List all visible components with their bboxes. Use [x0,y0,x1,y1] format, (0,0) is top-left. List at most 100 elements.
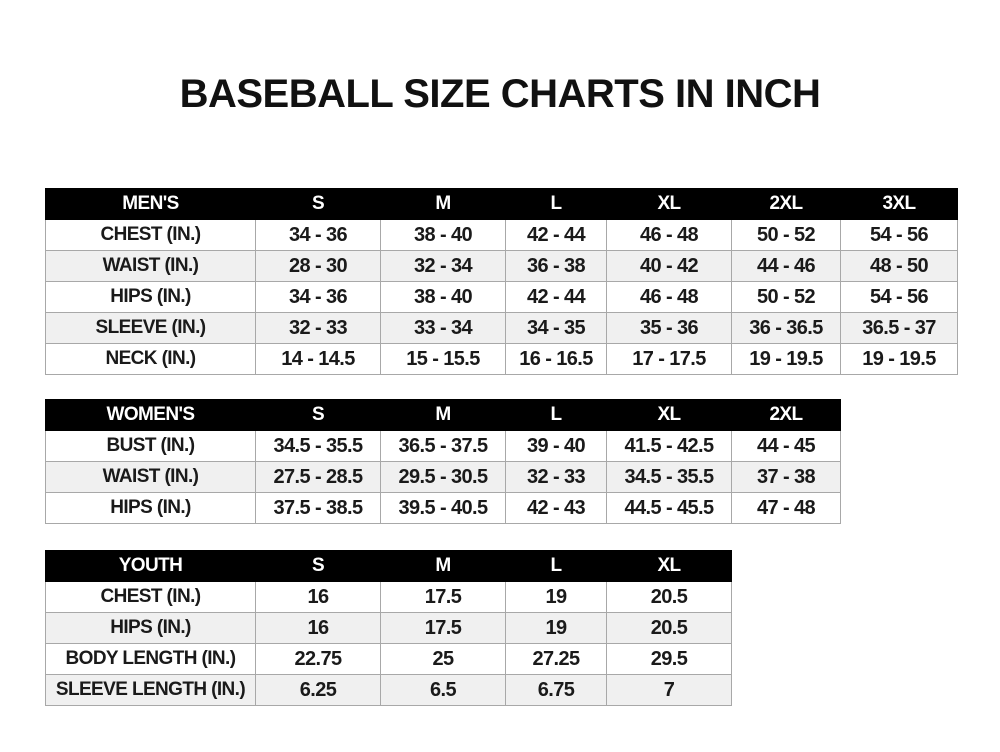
size-value: 36.5 - 37.5 [380,430,506,462]
table-row: HIPS (IN.) 16 17.5 19 20.5 [45,612,732,644]
table-row: NECK (IN.) 14 - 14.5 15 - 15.5 16 - 16.5 17 … [45,343,958,375]
size-value: 48 - 50 [840,250,958,282]
size-value: 34.5 - 35.5 [255,430,381,462]
size-value: 28 - 30 [255,250,381,282]
size-value: 36 - 38 [505,250,607,282]
size-value: 39.5 - 40.5 [380,492,506,524]
size-value: 14 - 14.5 [255,343,381,375]
table-row: BUST (IN.) 34.5 - 35.5 36.5 - 37.5 39 - 40 4… [45,430,841,462]
size-value: 27.25 [505,643,607,675]
size-header: 2XL [731,399,841,431]
size-value: 17 - 17.5 [606,343,732,375]
size-value: 42 - 43 [505,492,607,524]
size-value: 19 - 19.5 [731,343,841,375]
size-value: 32 - 33 [255,312,381,344]
table-row: BODY LENGTH (IN.) 22.75 25 27.25 29.5 [45,643,732,675]
size-value: 19 [505,612,607,644]
size-value: 40 - 42 [606,250,732,282]
size-value: 34 - 35 [505,312,607,344]
size-value: 6.75 [505,674,607,706]
size-value: 34.5 - 35.5 [606,461,732,493]
size-value: 54 - 56 [840,219,958,251]
size-header: M [380,399,506,431]
size-value: 25 [380,643,506,675]
size-value: 35 - 36 [606,312,732,344]
size-header: M [380,550,506,582]
size-value: 44 - 46 [731,250,841,282]
size-value: 27.5 - 28.5 [255,461,381,493]
table-row: HIPS (IN.) 34 - 36 38 - 40 42 - 44 46 - 48 50… [45,281,958,313]
category-header: MEN'S [45,188,256,220]
size-value: 34 - 36 [255,219,381,251]
size-header: L [505,188,607,220]
size-header: S [255,550,381,582]
size-value: 16 [255,581,381,613]
measurement-label: SLEEVE (IN.) [45,312,256,344]
size-value: 19 - 19.5 [840,343,958,375]
size-value: 38 - 40 [380,281,506,313]
size-value: 36 - 36.5 [731,312,841,344]
mens-size-table: MEN'S S M L XL 2XL 3XL CHEST (IN.) 34 - 36 38 - 4… [45,188,958,375]
header-row: WOMEN'S S M L XL 2XL [45,399,841,431]
size-value: 46 - 48 [606,281,732,313]
table-row: HIPS (IN.) 37.5 - 38.5 39.5 - 40.5 42 - 43 4… [45,492,841,524]
size-value: 20.5 [606,612,732,644]
size-header: S [255,399,381,431]
measurement-label: BODY LENGTH (IN.) [45,643,256,675]
size-value: 22.75 [255,643,381,675]
table-row: WAIST (IN.) 27.5 - 28.5 29.5 - 30.5 32 - 33… [45,461,841,493]
table-row: CHEST (IN.) 16 17.5 19 20.5 [45,581,732,613]
header-row: YOUTH S M L XL [45,550,732,582]
measurement-label: NECK (IN.) [45,343,256,375]
size-value: 50 - 52 [731,219,841,251]
size-value: 19 [505,581,607,613]
page-title: BASEBALL SIZE CHARTS IN INCH [179,72,821,116]
size-value: 32 - 34 [380,250,506,282]
size-header: L [505,399,607,431]
size-value: 37 - 38 [731,461,841,493]
size-header: 2XL [731,188,841,220]
table-row: CHEST (IN.) 34 - 36 38 - 40 42 - 44 46 - 48 5… [45,219,958,251]
measurement-label: HIPS (IN.) [45,612,256,644]
size-value: 42 - 44 [505,281,607,313]
size-value: 44 - 45 [731,430,841,462]
size-value: 44.5 - 45.5 [606,492,732,524]
size-value: 36.5 - 37 [840,312,958,344]
measurement-label: CHEST (IN.) [45,581,256,613]
size-value: 39 - 40 [505,430,607,462]
size-value: 50 - 52 [731,281,841,313]
size-header: 3XL [840,188,958,220]
measurement-label: WAIST (IN.) [45,461,256,493]
size-value: 6.25 [255,674,381,706]
table-row: SLEEVE LENGTH (IN.) 6.25 6.5 6.75 7 [45,674,732,706]
size-header: XL [606,399,732,431]
size-value: 38 - 40 [380,219,506,251]
table-row: SLEEVE (IN.) 32 - 33 33 - 34 34 - 35 35 - 36… [45,312,958,344]
size-value: 29.5 [606,643,732,675]
size-value: 29.5 - 30.5 [380,461,506,493]
size-value: 42 - 44 [505,219,607,251]
size-value: 34 - 36 [255,281,381,313]
measurement-label: BUST (IN.) [45,430,256,462]
size-value: 17.5 [380,612,506,644]
measurement-label: HIPS (IN.) [45,492,256,524]
size-value: 17.5 [380,581,506,613]
category-header: WOMEN'S [45,399,256,431]
womens-size-table: WOMEN'S S M L XL 2XL BUST (IN.) 34.5 - 35.5 36.5… [45,399,841,524]
size-value: 20.5 [606,581,732,613]
size-value: 37.5 - 38.5 [255,492,381,524]
size-value: 15 - 15.5 [380,343,506,375]
size-header: M [380,188,506,220]
youth-size-table: YOUTH S M L XL CHEST (IN.) 16 17.5 19 20.5 HIPS (I… [45,550,732,706]
size-header: L [505,550,607,582]
size-value: 16 - 16.5 [505,343,607,375]
size-header: XL [606,188,732,220]
measurement-label: HIPS (IN.) [45,281,256,313]
table-row: WAIST (IN.) 28 - 30 32 - 34 36 - 38 40 - 42 4… [45,250,958,282]
size-header: S [255,188,381,220]
size-value: 16 [255,612,381,644]
size-value: 47 - 48 [731,492,841,524]
measurement-label: SLEEVE LENGTH (IN.) [45,674,256,706]
category-header: YOUTH [45,550,256,582]
measurement-label: CHEST (IN.) [45,219,256,251]
